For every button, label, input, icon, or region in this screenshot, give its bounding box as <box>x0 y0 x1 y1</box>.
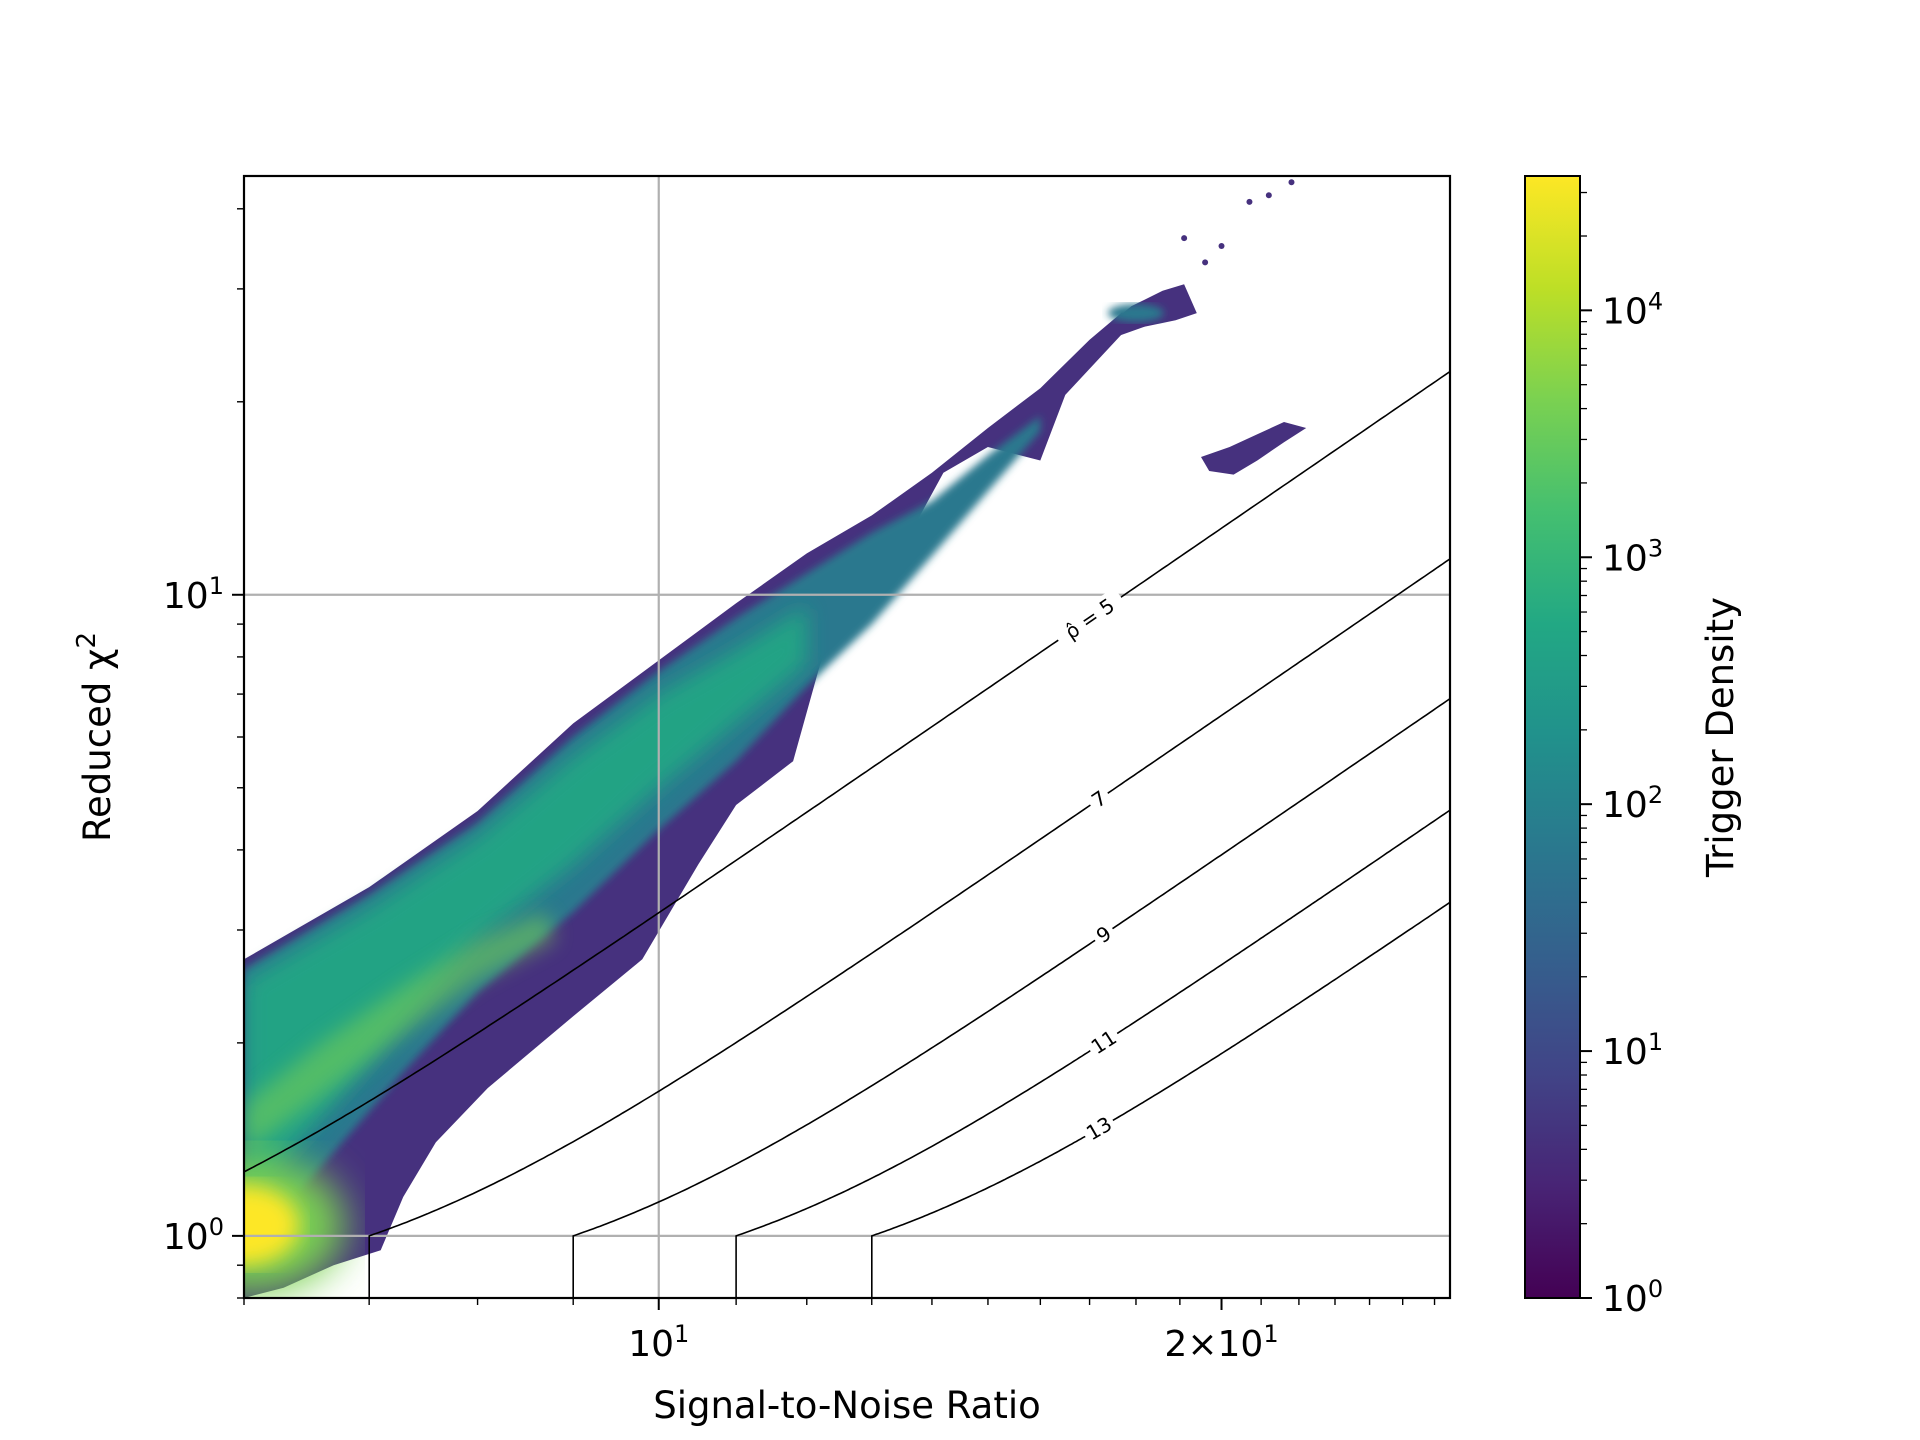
contour-line <box>244 370 1450 1173</box>
stray-trigger <box>1288 179 1295 186</box>
density-peak <box>244 1184 299 1265</box>
x-axis: 101 2×101 <box>243 1298 1436 1365</box>
stray-trigger <box>1181 235 1188 242</box>
y-tick-label: 100 <box>163 1213 224 1258</box>
contour-label-gap <box>1088 918 1120 951</box>
contour-label-gap <box>1079 1110 1119 1147</box>
contour-label-gap <box>1083 783 1115 816</box>
colorbar-label: Trigger Density <box>1699 597 1742 878</box>
contour-label-gap <box>1051 587 1128 651</box>
upper-cluster-core <box>1107 304 1164 323</box>
colorbar-ticks: 100 101 102 103 104 <box>1580 191 1663 1320</box>
y-axis-label: Reduced χ2 <box>72 632 119 842</box>
contour-line <box>572 698 1450 1298</box>
main-band-mid <box>244 416 1041 1242</box>
colorbar-tick-label: 103 <box>1602 534 1663 579</box>
x-axis-label: Signal-to-Noise Ratio <box>653 1384 1041 1427</box>
colorbar-tick-label: 101 <box>1602 1028 1663 1073</box>
x-tick-label: 2×101 <box>1164 1320 1278 1365</box>
contour-label-gap <box>1083 1023 1124 1061</box>
x-tick-label: 101 <box>628 1320 689 1365</box>
main-band-core <box>244 606 807 1197</box>
colorbar-tick-label: 104 <box>1602 287 1663 332</box>
colorbar-tick-label: 100 <box>1602 1275 1663 1320</box>
isolated-cluster <box>1201 422 1307 475</box>
stray-trigger <box>1218 242 1225 249</box>
colorbar <box>1524 175 1581 1299</box>
contour-line <box>871 901 1450 1298</box>
contour-line <box>368 558 1450 1298</box>
stray-trigger <box>1202 259 1209 266</box>
density-layer <box>244 179 1307 1298</box>
y-axis: 100 101 <box>163 208 244 1299</box>
stray-trigger <box>1246 198 1253 205</box>
density-ridge <box>244 912 555 1153</box>
grid-layer <box>244 176 1450 1298</box>
y-tick-label: 101 <box>163 572 224 617</box>
stray-trigger <box>1265 192 1272 199</box>
colorbar-tick-label: 102 <box>1602 781 1663 826</box>
